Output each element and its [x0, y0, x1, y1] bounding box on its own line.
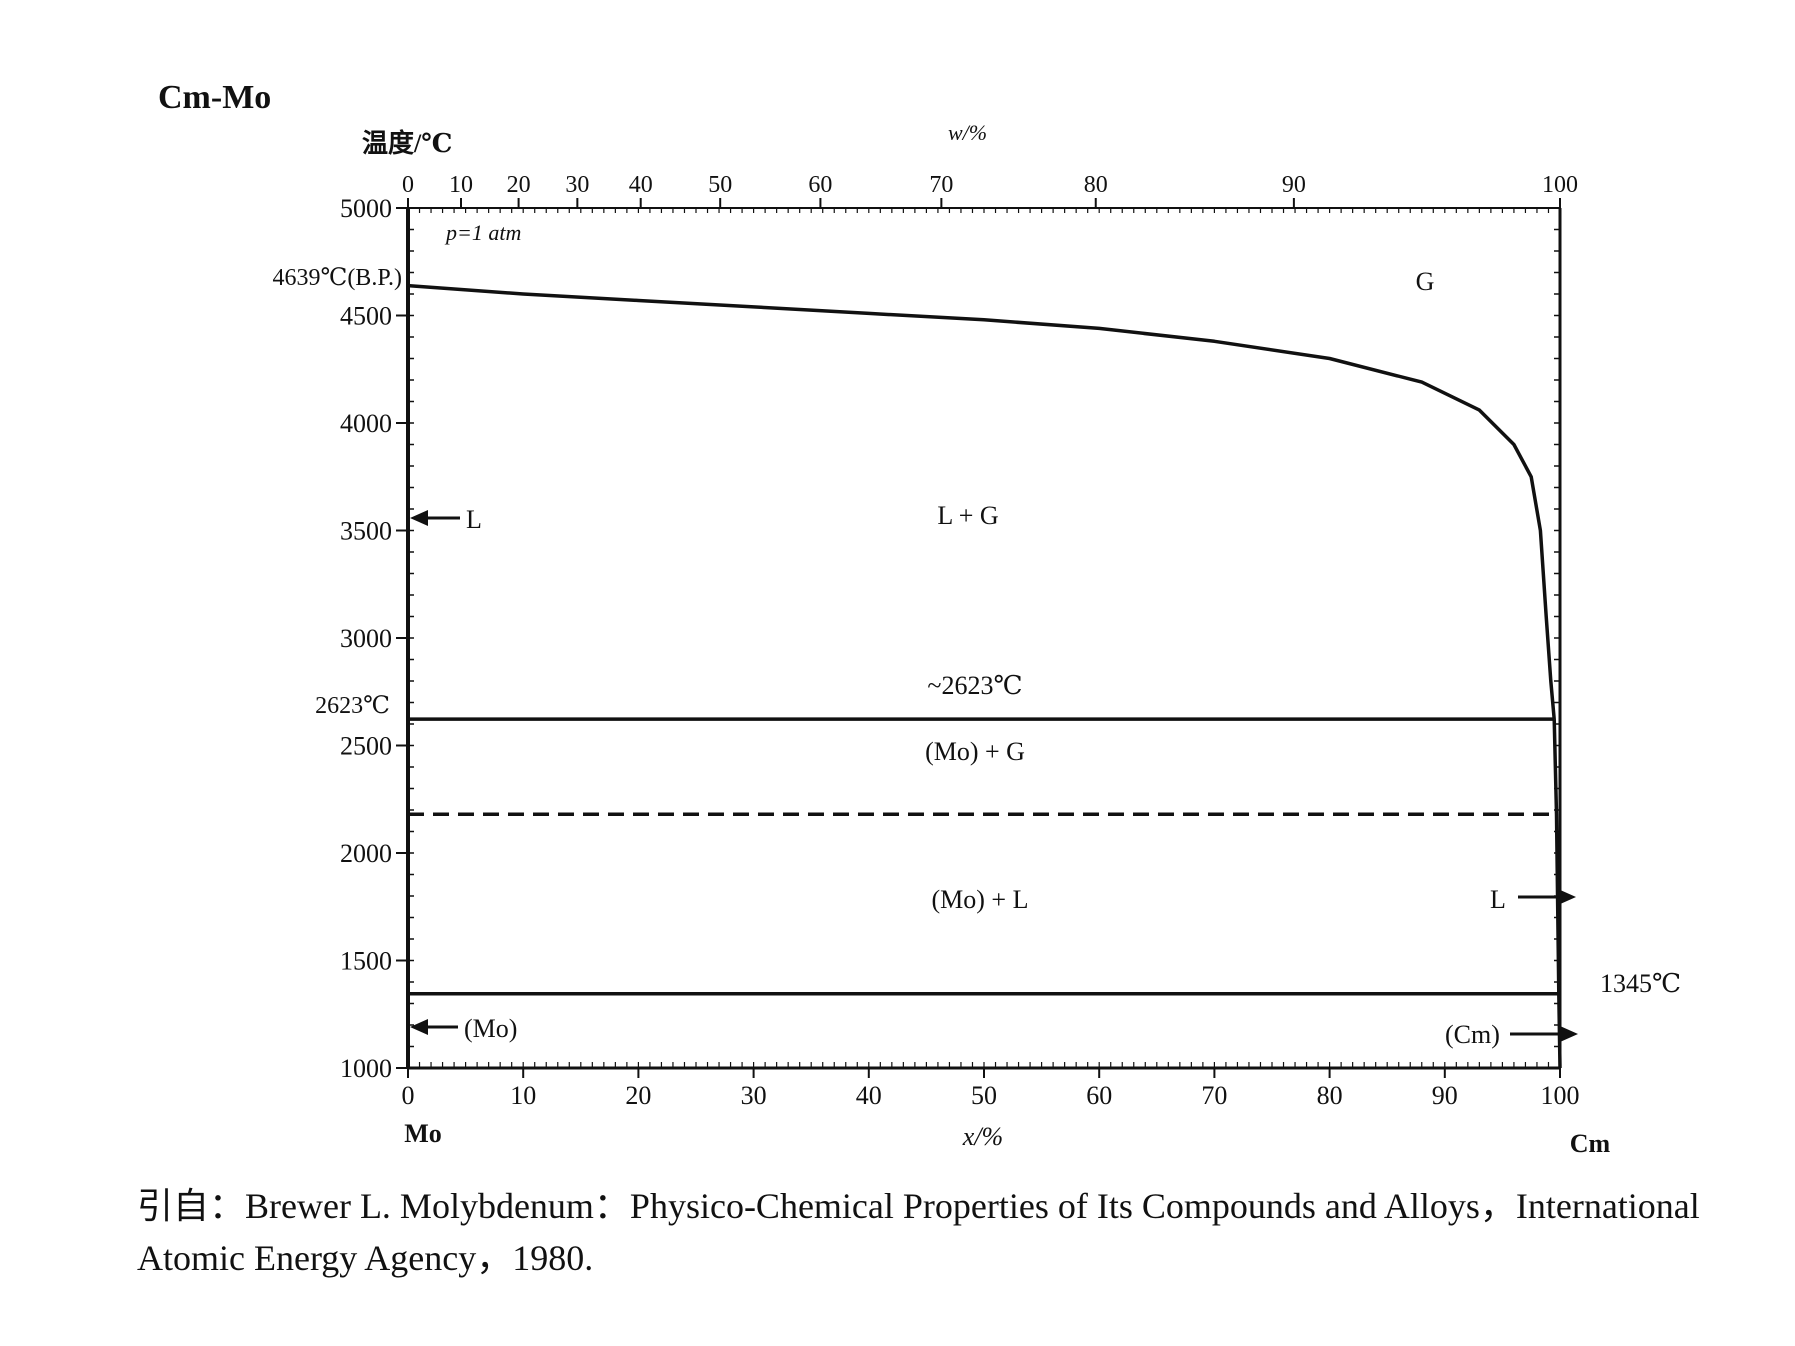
citation-line-2: Atomic Energy Agency，1980. [137, 1238, 594, 1278]
citation-line-1: 引自：Brewer L. Molybdenum：Physico-Chemical… [137, 1186, 1700, 1226]
x-tick-label: 40 [856, 1081, 882, 1110]
top-tick-label: 50 [708, 172, 732, 198]
top-tick-label: 100 [1542, 172, 1578, 198]
region-label-mo-plus-l: (Mo) + L [932, 885, 1029, 914]
x-tick-label: 30 [741, 1081, 767, 1110]
y-axis-ticks: 1000 1500 2000 2500 3000 3500 4000 4500 5000 [340, 194, 1560, 1083]
region-label-mo-plus-g: (Mo) + G [925, 737, 1025, 766]
y-tick-label: 2500 [340, 732, 392, 761]
y-tick-label: 1500 [340, 947, 392, 976]
top-tick-label: 30 [565, 172, 589, 198]
arrow-mo-label: (Mo) [464, 1014, 517, 1043]
x-tick-label: 90 [1432, 1081, 1458, 1110]
top-axis-ticks: 0 10 20 30 40 50 60 70 80 90 100 [402, 172, 1578, 213]
arrow-cm: (Cm) [1445, 1020, 1578, 1049]
x-tick-label: 50 [971, 1081, 997, 1110]
x-tick-label: 100 [1541, 1081, 1580, 1110]
y-tick-label: 1000 [340, 1054, 392, 1083]
x-tick-label: 10 [510, 1081, 536, 1110]
x-axis-ticks: 0 10 20 30 40 50 60 70 80 90 100 [402, 1062, 1580, 1110]
phase-line-4 [1552, 719, 1562, 1069]
y-tick-label: 4500 [340, 302, 392, 331]
region-label-g: G [1416, 267, 1435, 296]
y-tick-label: 4000 [340, 409, 392, 438]
right-temp-label: 1345℃ [1600, 969, 1681, 998]
top-tick-label: 10 [449, 172, 473, 198]
citation: 引自：Brewer L. Molybdenum：Physico-Chemical… [137, 1180, 1757, 1284]
arrow-l-left: L [410, 505, 482, 534]
phase-line-0 [407, 283, 1556, 720]
y-axis-label: 温度/℃ [362, 128, 452, 158]
arrow-l-right-label: L [1490, 885, 1506, 914]
eutectic-center-label: ~2623℃ [927, 671, 1022, 700]
top-tick-label: 80 [1084, 172, 1108, 198]
phase-boundaries [407, 283, 1562, 1069]
x-axis-label: x/% [962, 1122, 1003, 1151]
top-tick-label: 20 [507, 172, 531, 198]
eutectic-left-label: 2623℃ [315, 693, 390, 719]
x-tick-label: 20 [625, 1081, 651, 1110]
arrow-cm-label: (Cm) [1445, 1020, 1500, 1049]
top-tick-label: 60 [808, 172, 832, 198]
y-tick-label: 5000 [340, 194, 392, 223]
top-tick-label: 90 [1282, 172, 1306, 198]
top-axis-label: w/% [948, 120, 987, 145]
top-tick-label: 70 [929, 172, 953, 198]
x-tick-label: 80 [1317, 1081, 1343, 1110]
y-tick-label: 3500 [340, 517, 392, 546]
top-tick-label: 40 [629, 172, 653, 198]
x-tick-label: 60 [1086, 1081, 1112, 1110]
pressure-label: p=1 atm [444, 220, 521, 245]
right-element-label: Cm [1570, 1129, 1611, 1158]
arrow-mo: (Mo) [410, 1014, 517, 1043]
top-tick-label: 0 [402, 172, 414, 198]
arrow-l-right: L [1490, 885, 1576, 914]
y-tick-label: 2000 [340, 839, 392, 868]
x-tick-label: 0 [402, 1081, 415, 1110]
bp-label: 4639℃(B.P.) [272, 265, 402, 291]
y-tick-label: 3000 [340, 624, 392, 653]
region-label-l-plus-g: L + G [937, 501, 998, 530]
chart-title: Cm-Mo [158, 79, 271, 116]
arrow-l-left-label: L [466, 505, 482, 534]
left-element-label: Mo [404, 1119, 442, 1148]
x-tick-label: 70 [1201, 1081, 1227, 1110]
